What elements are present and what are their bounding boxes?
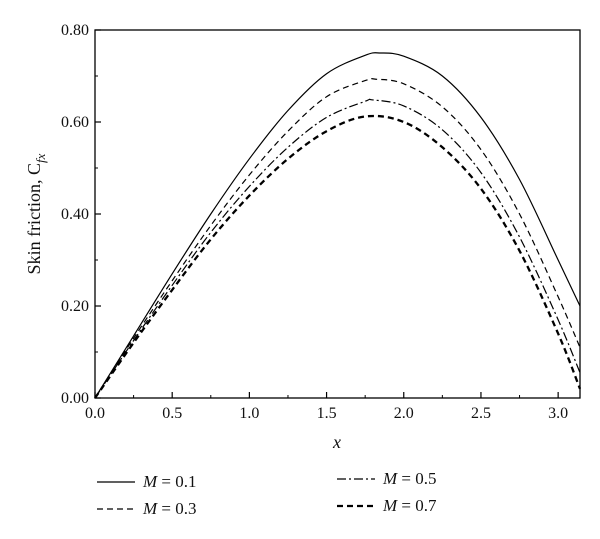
- legend-label-4: M = 0.7: [382, 496, 437, 515]
- legend-value: = 0.7: [397, 496, 437, 515]
- y-tick-label: 0.60: [61, 114, 89, 131]
- y-tick-label: 0.20: [61, 298, 89, 315]
- y-tick-label: 0.00: [61, 390, 89, 407]
- x-tick-label: 0.5: [162, 405, 182, 422]
- y-ticks: 0.00 0.20 0.40 0.60 0.80: [61, 22, 101, 407]
- series-line-1: [94, 52, 581, 399]
- y-tick-label: 0.80: [61, 22, 89, 39]
- x-tick-label: 2.5: [471, 405, 491, 422]
- legend-var: M: [142, 499, 158, 518]
- legend-value: = 0.5: [397, 469, 436, 488]
- series-line-3: [94, 98, 581, 399]
- series-lines: [94, 52, 582, 399]
- x-tick-label: 3.0: [548, 405, 568, 422]
- plot-area: 0.0 0.5 1.0 1.5 2.0 2.5 3.0 0.000.200.400.600.…: [61, 22, 582, 422]
- y-tick-label: 0.40: [61, 206, 89, 223]
- y-axis-label-subscript: fx: [33, 153, 48, 163]
- y-axis-label: Skin friction, Cfx: [24, 153, 48, 274]
- legend-var: M: [382, 469, 398, 488]
- y-axis-label-main: Skin friction, C: [24, 163, 44, 275]
- legend-value: = 0.1: [157, 472, 196, 491]
- legend-label-3: M = 0.5: [382, 469, 437, 488]
- legend-label-1: M = 0.1: [142, 472, 197, 491]
- legend-var: M: [142, 472, 158, 491]
- x-tick-label: 1.0: [239, 405, 259, 422]
- series-line-2: [94, 78, 581, 399]
- x-tick-label: 2.0: [394, 405, 414, 422]
- x-ticks: 0.0 0.5 1.0 1.5 2.0 2.5 3.0: [85, 392, 568, 422]
- legend-var: M: [382, 496, 398, 515]
- x-tick-label: 1.5: [317, 405, 337, 422]
- legend: M = 0.1M = 0.3M = 0.5M = 0.7: [97, 469, 437, 518]
- legend-value: = 0.3: [157, 499, 196, 518]
- legend-label-2: M = 0.3: [142, 499, 197, 518]
- series-line-4: [94, 114, 582, 399]
- x-tick-label: 0.0: [85, 405, 105, 422]
- x-axis-label: x: [332, 432, 341, 452]
